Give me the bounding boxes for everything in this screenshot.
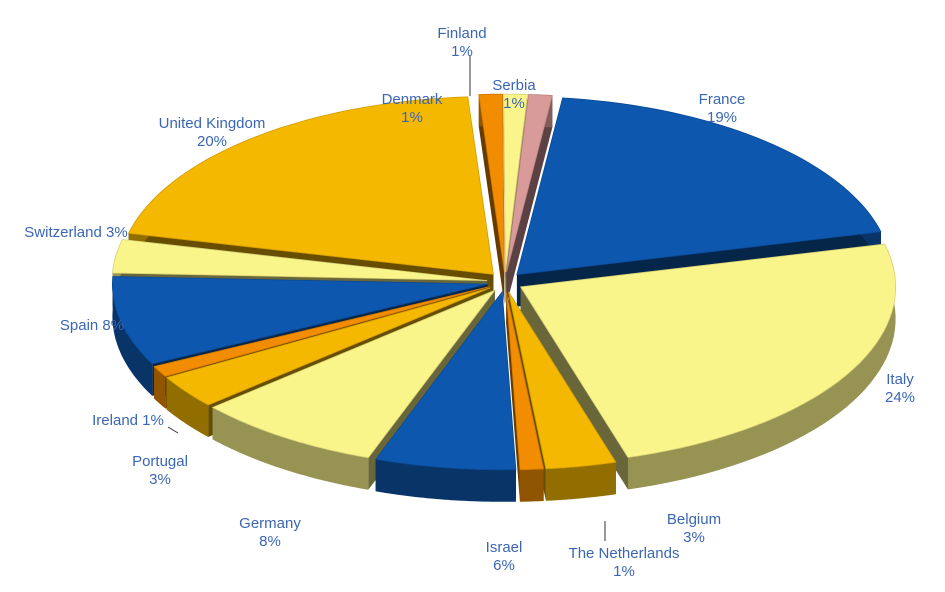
slice-label-denmark: Denmark 1% — [382, 91, 443, 126]
slice-germany — [211, 289, 497, 459]
slice-finland — [503, 93, 528, 273]
slice-italy — [519, 243, 897, 458]
slice-label-serbia: Serbia 1% — [492, 77, 536, 112]
slice-rim-israel — [375, 459, 516, 502]
slice-label-italy: Italy 24% — [885, 371, 915, 406]
slice-rim-germany — [212, 407, 369, 490]
slice-spain — [112, 276, 488, 365]
slice-rim-the-netherlands — [519, 469, 544, 502]
pie-tops — [112, 93, 897, 471]
slice-label-ireland: Ireland 1% — [92, 412, 164, 429]
slice-label-switzerland: Switzerland 3% — [24, 224, 127, 241]
slice-rim-spain — [112, 276, 153, 396]
slice-rim-belgium — [545, 462, 616, 501]
slice-portugal — [165, 287, 491, 406]
slice-label-the-netherlands: The Netherlands 1% — [569, 545, 680, 580]
slice-denmark — [478, 93, 505, 273]
slice-israel — [374, 290, 517, 471]
slice-united-kingdom — [127, 96, 494, 275]
slice-wall-denmark-0 — [478, 94, 505, 305]
slice-ireland — [153, 286, 490, 377]
slice-serbia — [506, 93, 553, 273]
slice-switzerland — [112, 239, 488, 281]
leader-line-ireland — [167, 426, 179, 434]
slice-rim-ireland — [154, 366, 166, 409]
slice-the-netherlands — [505, 291, 545, 471]
slice-label-united-kingdom: United Kingdom 20% — [159, 115, 266, 150]
slice-label-israel: Israel 6% — [486, 539, 523, 574]
pie-labels: France 19% Italy 24% Belgium 3%The Netherland… — [24, 25, 915, 580]
slice-label-portugal: Portugal 3% — [132, 453, 188, 488]
slice-wall-the-netherlands-1 — [506, 291, 520, 502]
slice-france — [516, 97, 882, 276]
slice-rim-italy — [628, 244, 896, 490]
slice-belgium — [508, 291, 617, 470]
slice-rim-portugal — [166, 377, 209, 437]
slice-wall-serbia-1 — [506, 95, 553, 305]
slice-label-france: France 19% — [699, 91, 746, 126]
slice-label-belgium: Belgium 3% — [667, 511, 721, 546]
slice-label-finland: Finland 1% — [437, 25, 486, 60]
slice-label-spain: Spain 8% — [60, 317, 124, 334]
slice-label-germany: Germany 8% — [239, 515, 301, 550]
